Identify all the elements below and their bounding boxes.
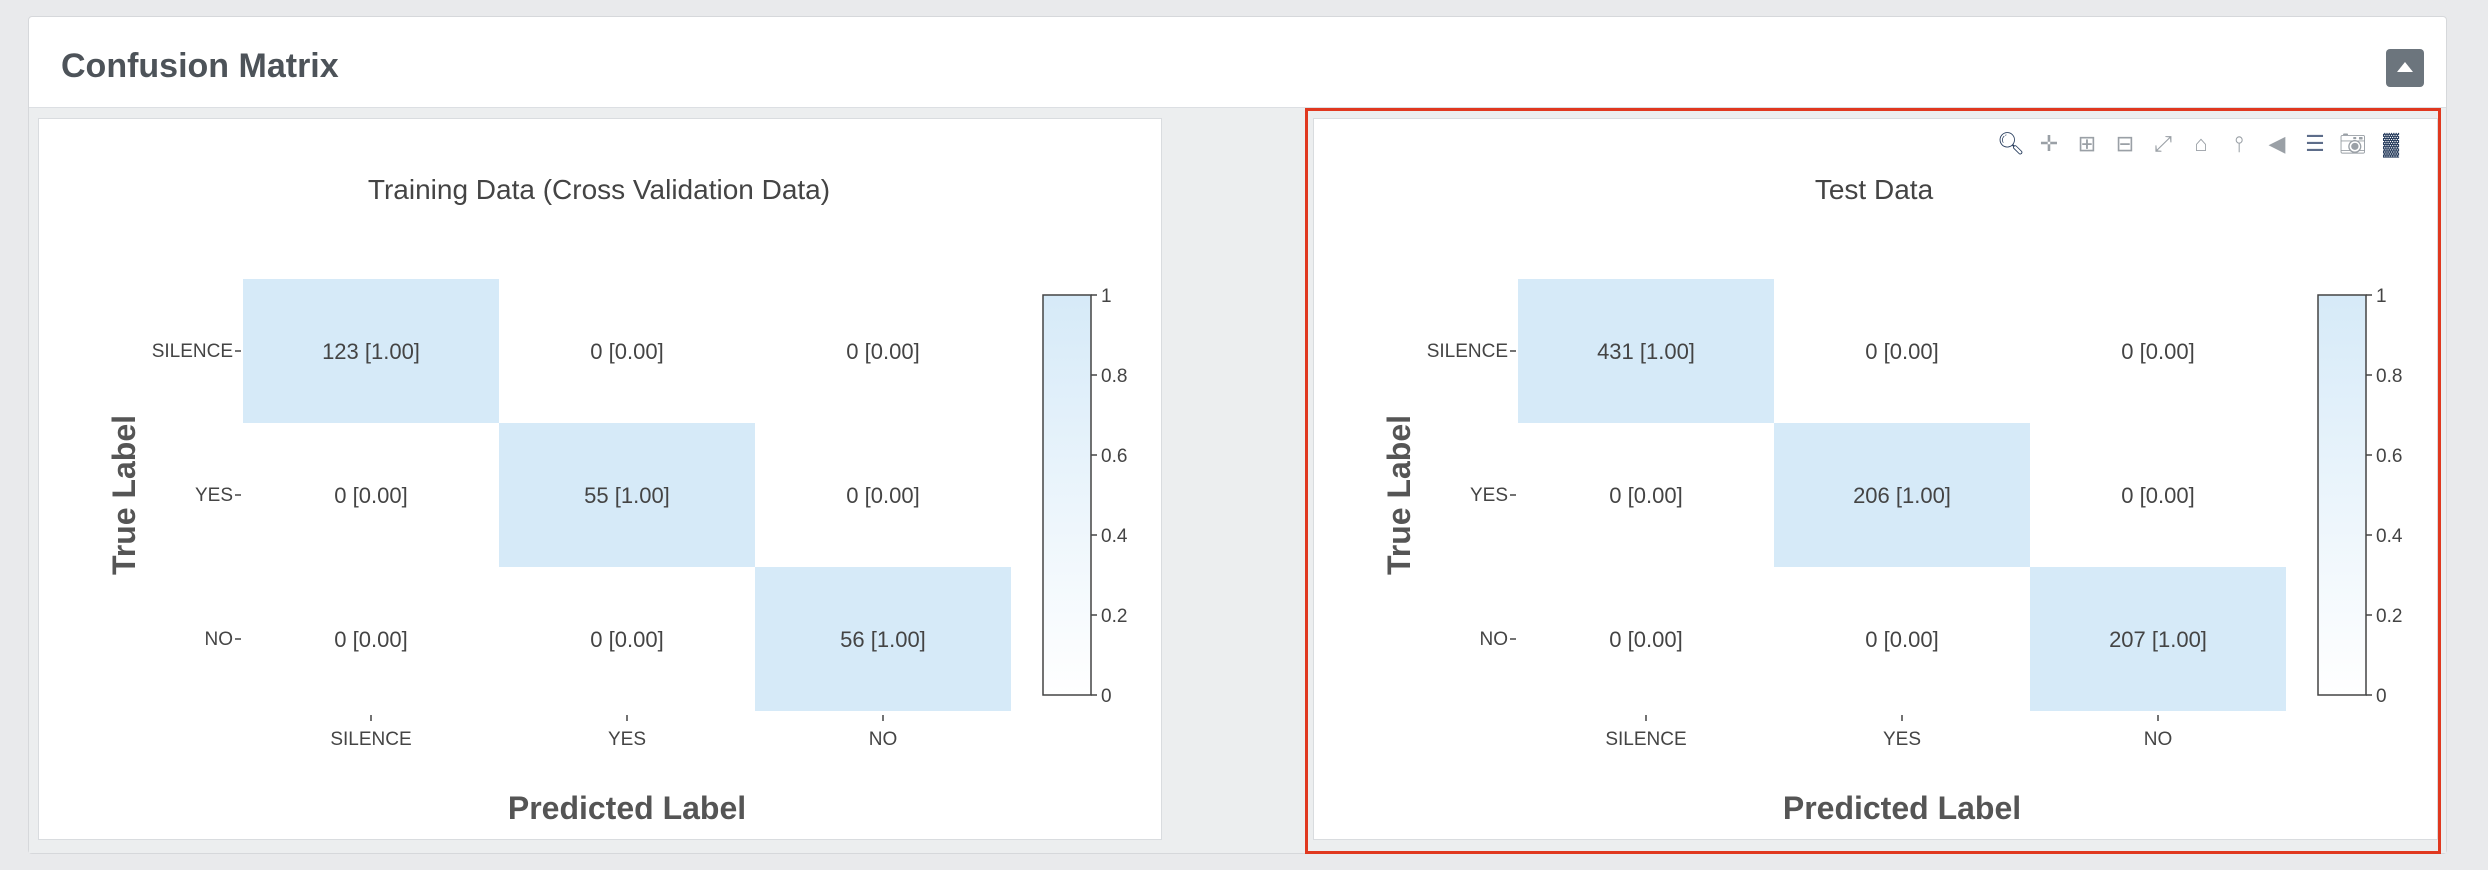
cell-label: 431 [1.00] (1597, 339, 1695, 364)
x-tick-label: NO (869, 729, 898, 750)
heatmap-cell[interactable] (755, 279, 1011, 423)
colorbar-tick-label: 0.2 (2376, 606, 2402, 627)
heatmap-cell[interactable] (755, 567, 1011, 711)
zoom-out-icon[interactable]: ⊟ (2115, 131, 2135, 156)
y-tick-label: SILENCE (152, 341, 233, 362)
cell-label: 55 [1.00] (584, 483, 670, 508)
cell-label: 0 [0.00] (846, 339, 919, 364)
cell-label: 0 [0.00] (1609, 483, 1682, 508)
x-axis-title: Predicted Label (508, 790, 746, 826)
heatmap-cell[interactable] (2030, 279, 2286, 423)
y-tick-label: NO (1480, 629, 1509, 650)
cell-label: 207 [1.00] (2109, 627, 2207, 652)
plot-modebar: 🔍︎ ✛ ⊞ ⊟ ⤢ ⌂ ⫯ ◀ ☰ 📷︎ ▓ (1995, 129, 2407, 159)
colorbar-tick-label: 0.4 (2376, 526, 2403, 547)
collapse-button[interactable] (2386, 49, 2424, 87)
heatmap-cell[interactable] (1518, 567, 1774, 711)
training-heatmap[interactable]: Training Data (Cross Validation Data) 123… (39, 119, 1161, 839)
colorbar-tick-label: 0.6 (1101, 446, 1127, 467)
chart-title: Training Data (Cross Validation Data) (368, 174, 830, 205)
y-tick-label: YES (1470, 485, 1508, 506)
panel-title: Confusion Matrix (61, 47, 339, 85)
x-tick-label: YES (608, 729, 646, 750)
heatmap-cell[interactable] (1774, 423, 2030, 567)
colorbar-tick-label: 0 (2376, 686, 2387, 707)
cell-label: 56 [1.00] (840, 627, 926, 652)
zoom-in-icon[interactable]: ⊞ (2077, 131, 2097, 156)
cell-label: 0 [0.00] (590, 339, 663, 364)
cell-label: 123 [1.00] (322, 339, 420, 364)
heatmap-cell[interactable] (243, 279, 499, 423)
x-axis-title: Predicted Label (1783, 790, 2021, 826)
colorbar-tick-label: 0 (1101, 686, 1112, 707)
plotly-logo-icon[interactable]: ▓ (2382, 131, 2400, 156)
zoom-icon[interactable]: 🔍︎ (1997, 131, 2025, 156)
training-chart-card: Training Data (Cross Validation Data) 123… (38, 118, 1162, 840)
cell-label: 0 [0.00] (334, 627, 407, 652)
colorbar-tick-label: 0.6 (2376, 446, 2402, 467)
colorbar (1042, 294, 1092, 696)
heatmap-cell[interactable] (1518, 279, 1774, 423)
colorbar-tick-label: 1 (1101, 286, 1112, 307)
y-tick-label: NO (205, 629, 234, 650)
heatmap-cell[interactable] (2030, 567, 2286, 711)
heatmap-cell[interactable] (755, 423, 1011, 567)
cell-label: 0 [0.00] (2121, 339, 2194, 364)
colorbar-tick-label: 0.4 (1101, 526, 1128, 547)
colorbar-tick-label: 1 (2376, 286, 2387, 307)
y-axis-title: True Label (106, 415, 142, 575)
cell-label: 0 [0.00] (334, 483, 407, 508)
x-tick-label: SILENCE (330, 729, 411, 750)
autoscale-icon[interactable]: ⤢ (2154, 131, 2172, 156)
heatmap-cell[interactable] (1518, 423, 1774, 567)
heatmap-cell[interactable] (499, 279, 755, 423)
cell-label: 0 [0.00] (1865, 339, 1938, 364)
y-tick-label: SILENCE (1427, 341, 1508, 362)
chart-title: Test Data (1815, 174, 1934, 205)
camera-icon[interactable]: 📷︎ (2339, 131, 2367, 156)
colorbar (2317, 294, 2367, 696)
x-tick-label: NO (2144, 729, 2173, 750)
panel-header: Confusion Matrix (29, 17, 2446, 108)
cell-label: 0 [0.00] (590, 627, 663, 652)
y-tick-label: YES (195, 485, 233, 506)
cell-label: 0 [0.00] (1865, 627, 1938, 652)
hover-compare-icon[interactable]: ☰ (2305, 131, 2325, 156)
hover-closest-icon[interactable]: ◀ (2268, 131, 2286, 156)
heatmap-cell[interactable] (243, 423, 499, 567)
heatmap-cell[interactable] (499, 423, 755, 567)
selection-highlight (1305, 108, 2441, 854)
cell-label: 0 [0.00] (2121, 483, 2194, 508)
cell-label: 0 [0.00] (1609, 627, 1682, 652)
pan-icon[interactable]: ✛ (2039, 131, 2059, 156)
heatmap-cell[interactable] (2030, 423, 2286, 567)
cell-label: 206 [1.00] (1853, 483, 1951, 508)
test-heatmap[interactable]: Test Data 431 [1.00] 0 [0.00] 0 [0.00] 0 [0.… (1314, 119, 2437, 839)
x-tick-label: YES (1883, 729, 1921, 750)
y-axis-title: True Label (1381, 415, 1417, 575)
colorbar-tick-label: 0.2 (1101, 606, 1127, 627)
heatmap-cell[interactable] (499, 567, 755, 711)
spike-lines-icon[interactable]: ⫯ (2234, 131, 2244, 156)
cell-label: 0 [0.00] (846, 483, 919, 508)
colorbar-tick-label: 0.8 (2376, 366, 2402, 387)
reset-axes-icon[interactable]: ⌂ (2194, 131, 2208, 156)
colorbar-tick-label: 0.8 (1101, 366, 1127, 387)
heatmap-cell[interactable] (243, 567, 499, 711)
caret-up-icon (2397, 62, 2413, 72)
test-chart-card: Test Data 431 [1.00] 0 [0.00] 0 [0.00] 0 [0.… (1313, 118, 2438, 840)
x-tick-label: SILENCE (1605, 729, 1686, 750)
heatmap-cell[interactable] (1774, 567, 2030, 711)
heatmap-cell[interactable] (1774, 279, 2030, 423)
